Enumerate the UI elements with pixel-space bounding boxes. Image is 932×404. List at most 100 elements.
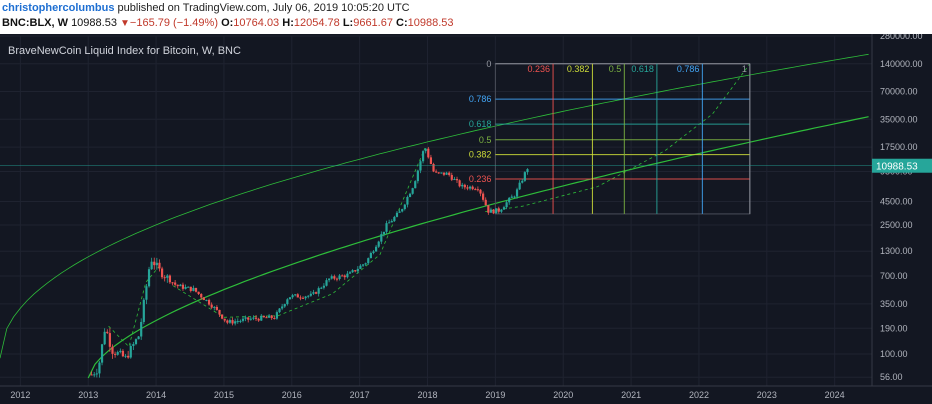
candle-body [241,318,245,321]
candle-body [325,280,328,286]
candle-body [505,202,508,208]
x-tick-label: 2017 [350,390,370,400]
candle-body [414,181,417,189]
candle-body [93,374,96,376]
candle-body [184,286,187,289]
axes: 280000.00 140000.00 70000.00 35000.00 17500.… [0,34,932,404]
candle-body [147,269,151,287]
candle-body [121,350,125,357]
candle-body [479,189,482,194]
candle-body [466,187,469,189]
candle-body [197,291,200,294]
candle-body [526,169,529,173]
close-label: C: [396,17,408,29]
candle-body [437,172,440,174]
candle-body [270,315,273,319]
candle-body [309,293,312,296]
candle-body [508,197,511,203]
y-tick-label: 700.00 [880,271,908,281]
candle-body [299,297,302,299]
candle-body [421,151,425,162]
candle-body [281,306,284,309]
candle-body [393,216,396,222]
y-tick-label: 35000.00 [880,114,918,124]
candle-body [515,189,519,197]
author-link[interactable]: christophercolumbus [2,2,115,14]
x-tick-label: 2019 [485,390,505,400]
candle-body [395,212,399,217]
symbol-label: BNC:BLX, W [2,17,68,29]
candle-body [90,374,93,376]
candle-body [388,222,391,224]
x-tick-label: 2016 [282,390,302,400]
candle-body [254,317,258,319]
fib-hline-label: 0.786 [469,94,492,104]
candle-body [461,184,464,187]
candle-body [108,333,111,347]
fib-vline-label: 0.5 [609,64,622,74]
candle-body [137,336,140,340]
x-tick-label: 2013 [78,390,98,400]
candle-body [341,275,344,277]
candle-body [273,318,276,320]
candle-body [377,241,380,247]
x-tick-label: 2012 [10,390,30,400]
candle-body [450,174,453,180]
candle-body [160,268,164,278]
candles [90,146,529,378]
y-tick-label: 17500.00 [880,142,918,152]
price-chart[interactable]: 0 0.786 0.618 0.5 0.382 0.236 0.236 0.382 0.5 0.6… [0,34,932,404]
candle-body [223,318,226,321]
candle-body [174,282,177,285]
candle-body [168,275,172,283]
candle-body [98,362,101,374]
candle-body [228,320,232,323]
candle-body [163,277,166,279]
candle-body [429,157,433,164]
candle-body [312,292,315,294]
candle-body [247,317,250,320]
candle-body [424,148,427,152]
candle-body [338,275,341,280]
fib-vline-label: 0.236 [528,64,551,74]
candle-body [265,317,268,319]
candle-body [239,320,242,322]
candle-body [492,209,495,214]
high-label: H: [282,17,294,29]
lower-trend-curve [87,116,869,379]
candle-body [215,306,218,310]
y-tick-label: 4500.00 [880,196,913,206]
candle-body [267,315,271,318]
candle-body [521,180,524,183]
candle-body [252,317,255,319]
candle-body [213,306,216,308]
chart-background [0,34,932,404]
candle-body [244,317,247,319]
candle-body [103,331,106,345]
grid [0,35,872,386]
candle-body [304,296,307,299]
candle-body [330,276,333,279]
price-axis-panel [872,34,932,404]
ohlc-line: BNC:BLX, W 10988.53 ▼−165.79 (−1.49%) O:… [2,17,454,29]
candle-body [150,261,153,270]
candle-body [500,209,503,212]
candle-body [100,344,104,363]
candle-body [275,312,279,319]
candle-body [189,286,192,291]
x-tick-label: 2018 [418,390,438,400]
candle-body [257,318,260,321]
candle-body [403,204,406,210]
candle-body [124,355,127,357]
y-tick-label: 190.00 [880,323,908,333]
chart-title: BraveNewCoin Liquid Index for Bitcoin, W… [8,45,241,57]
candle-body [401,209,404,212]
candle-body [474,189,477,191]
candle-body [351,270,354,273]
candle-body [322,285,326,288]
candle-body [278,308,281,313]
candle-body [314,292,318,294]
candle-body [218,309,221,315]
candle-body [411,188,414,194]
candle-body [484,199,487,206]
